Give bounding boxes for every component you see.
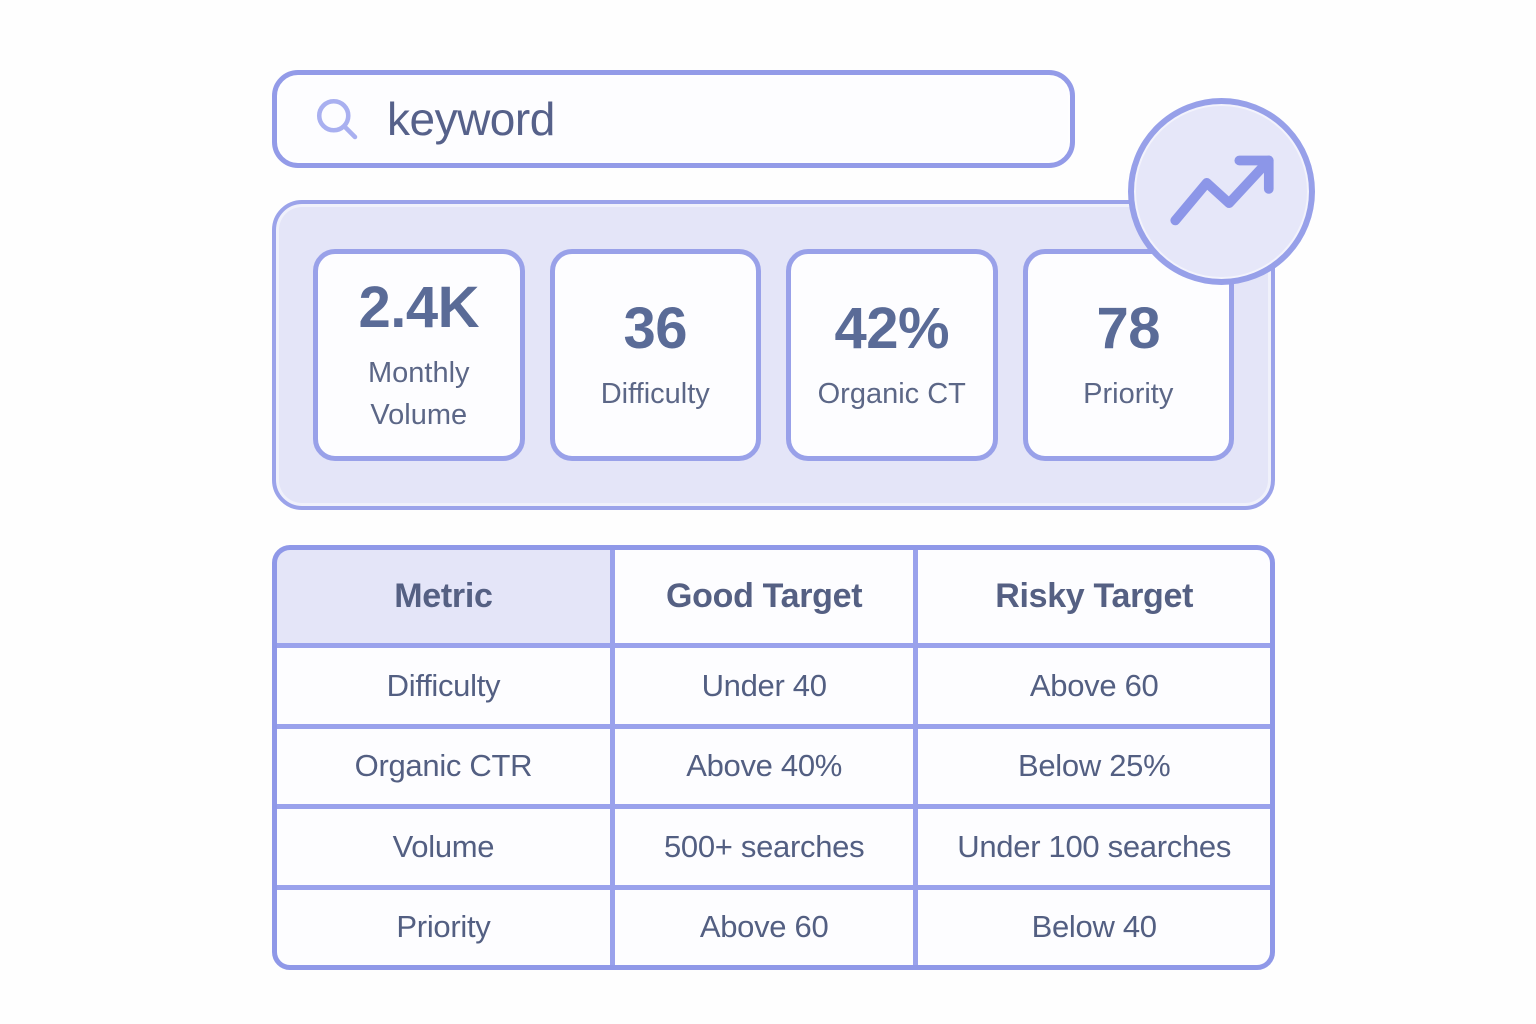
table-cell: Above 60 xyxy=(614,889,914,965)
stat-label: Difficulty xyxy=(600,377,710,410)
table-cell: Above 60 xyxy=(918,648,1270,724)
stat-value: 78 xyxy=(1096,295,1160,361)
table-cell-metric: Volume xyxy=(277,809,610,885)
stat-label: Organic CT xyxy=(817,377,966,410)
keyword-stats-panel: 2.4K Monthly Volume 36 Difficulty 42% Or… xyxy=(272,200,1275,510)
stat-value: 2.4K xyxy=(358,275,479,341)
search-input[interactable] xyxy=(387,92,1040,146)
stat-label: Priority xyxy=(1083,377,1174,410)
table-cell-metric: Organic CTR xyxy=(277,728,610,804)
stat-card-priority: 78 Priority xyxy=(1022,249,1234,461)
table-cell: Above 40% xyxy=(614,728,914,804)
header-cell-good-target: Good Target xyxy=(614,550,914,643)
header-cell-metric: Metric xyxy=(277,550,610,643)
table-cell-metric: Priority xyxy=(277,889,610,965)
stat-value: 42% xyxy=(834,295,950,361)
stat-label: Monthly Volume xyxy=(367,357,470,431)
targets-table: Metric Good Target Risky Target Difficul… xyxy=(272,545,1275,970)
search-bar[interactable] xyxy=(272,70,1075,168)
table-cell: Below 40 xyxy=(918,889,1270,965)
stat-card-organic-ctr: 42% Organic CT xyxy=(786,249,998,461)
trend-badge xyxy=(1128,98,1315,285)
stat-card-monthly-volume: 2.4K Monthly Volume xyxy=(313,249,525,461)
search-icon xyxy=(311,93,363,145)
table-cell: Below 25% xyxy=(918,728,1270,804)
header-cell-risky-target: Risky Target xyxy=(918,550,1270,643)
table-cell: 500+ searches xyxy=(614,809,914,885)
stat-card-difficulty: 36 Difficulty xyxy=(549,249,761,461)
table-cell: Under 40 xyxy=(614,648,914,724)
table-cell-metric: Difficulty xyxy=(277,648,610,724)
stat-value: 36 xyxy=(623,295,687,361)
trending-up-icon xyxy=(1169,155,1274,225)
table-cell: Under 100 searches xyxy=(918,809,1270,885)
